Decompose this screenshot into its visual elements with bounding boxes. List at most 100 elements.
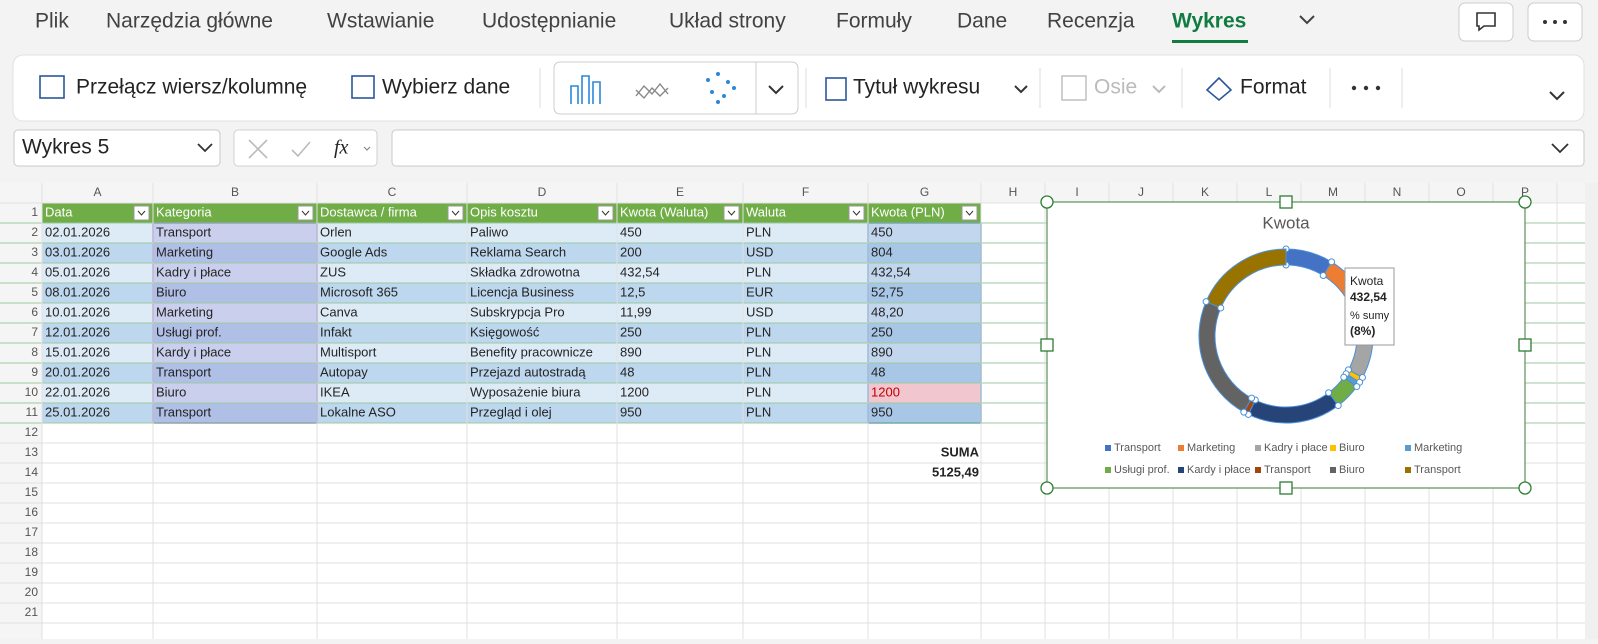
cell[interactable]: Usługi prof. [156, 324, 222, 339]
cell[interactable]: 48,20 [871, 304, 904, 319]
cell[interactable]: PLN [746, 384, 771, 399]
cell[interactable]: 804 [871, 244, 893, 259]
cell[interactable]: 11,99 [620, 304, 652, 319]
cell[interactable]: 950 [871, 404, 893, 419]
resize-handle[interactable] [1518, 338, 1532, 352]
fx-button[interactable]: fx [334, 137, 349, 159]
legend-label[interactable]: Biuro [1339, 464, 1365, 476]
chart-title-chevron[interactable] [1014, 85, 1028, 94]
cell[interactable]: 10.01.2026 [45, 304, 110, 319]
formula-bar[interactable] [391, 129, 1585, 167]
cell[interactable]: 48 [620, 364, 634, 379]
cell[interactable]: Marketing [156, 304, 213, 319]
cell[interactable]: PLN [746, 324, 771, 339]
cell[interactable]: Subskrypcja Pro [470, 304, 565, 319]
ribbon-button[interactable]: Przełącz wiersz/kolumnę [76, 76, 307, 99]
cell[interactable]: Składka zdrowotna [470, 264, 581, 279]
enter-button[interactable] [291, 141, 311, 158]
cell[interactable]: PLN [746, 344, 771, 359]
legend-label[interactable]: Biuro [1339, 442, 1365, 454]
legend-label[interactable]: Marketing [1187, 442, 1235, 454]
filter-button[interactable] [723, 205, 740, 221]
cell[interactable]: USD [746, 304, 773, 319]
cell[interactable]: 250 [871, 324, 893, 339]
legend-label[interactable]: Usługi prof. [1114, 464, 1170, 476]
cell[interactable]: 20.01.2026 [45, 364, 110, 379]
legend-label[interactable]: Transport [1114, 442, 1161, 454]
cell[interactable]: Benefity pracownicze [470, 344, 593, 359]
donut-segment[interactable] [1205, 248, 1287, 309]
cell[interactable]: Multisport [320, 344, 377, 359]
cell[interactable]: Reklama Search [470, 244, 566, 259]
cell[interactable]: Autopay [320, 364, 368, 379]
cell[interactable]: Google Ads [320, 244, 388, 259]
cell[interactable]: 22.01.2026 [45, 384, 110, 399]
cell[interactable]: Biuro [156, 384, 186, 399]
cell[interactable]: 950 [620, 404, 642, 419]
cell[interactable]: Microsoft 365 [320, 284, 398, 299]
legend-label[interactable]: Transport [1264, 464, 1311, 476]
cell[interactable]: Przejazd autostradą [470, 364, 586, 379]
menu-tab[interactable]: Formuły [836, 10, 912, 33]
cell[interactable]: EUR [746, 284, 773, 299]
cell[interactable]: 450 [871, 224, 893, 239]
cell[interactable]: 1200 [620, 384, 649, 399]
cell[interactable]: Lokalne ASO [320, 404, 396, 419]
resize-handle[interactable] [1040, 481, 1054, 495]
cell[interactable]: 25.01.2026 [45, 404, 110, 419]
resize-handle[interactable] [1040, 338, 1054, 352]
fx-chevron[interactable] [363, 146, 371, 151]
resize-handle[interactable] [1279, 195, 1293, 209]
resize-handle[interactable] [1518, 481, 1532, 495]
cell[interactable]: PLN [746, 364, 771, 379]
menu-tab[interactable]: Wstawianie [327, 10, 434, 33]
resize-handle[interactable] [1518, 195, 1532, 209]
cell[interactable]: Canva [320, 304, 358, 319]
filter-button[interactable] [961, 205, 978, 221]
cancel-button[interactable] [248, 139, 268, 159]
menu-tab[interactable]: Plik [35, 10, 69, 33]
cell[interactable]: 15.01.2026 [45, 344, 110, 359]
cell[interactable]: 250 [620, 324, 642, 339]
filter-button[interactable] [447, 205, 464, 221]
cell[interactable]: PLN [746, 264, 771, 279]
cell[interactable]: Transport [156, 364, 212, 379]
cell[interactable]: Marketing [156, 244, 213, 259]
cell[interactable]: Transport [156, 224, 212, 239]
legend-label[interactable]: Transport [1414, 464, 1461, 476]
cell[interactable]: PLN [746, 224, 771, 239]
ribbon-button[interactable]: Format [1240, 76, 1307, 99]
cell[interactable]: Biuro [156, 284, 186, 299]
cell[interactable]: ZUS [320, 264, 346, 279]
cell[interactable]: 48 [871, 364, 885, 379]
line-chart-button[interactable] [635, 82, 669, 100]
resize-handle[interactable] [1279, 481, 1293, 495]
cell[interactable]: 450 [620, 224, 642, 239]
legend-label[interactable]: Marketing [1414, 442, 1462, 454]
filter-button[interactable] [848, 205, 865, 221]
name-box-chevron[interactable] [197, 143, 213, 153]
cell[interactable]: Paliwo [470, 224, 508, 239]
cell[interactable]: Infakt [320, 324, 352, 339]
chart-type-more[interactable] [768, 85, 784, 95]
cell[interactable]: 432,54 [620, 264, 660, 279]
menu-tab[interactable]: Recenzja [1047, 10, 1135, 33]
filter-button[interactable] [133, 205, 150, 221]
cell[interactable]: Wyposażenie biura [470, 384, 581, 399]
cell[interactable]: 52,75 [871, 284, 904, 299]
ribbon-button[interactable]: Wybierz dane [382, 76, 510, 99]
cell[interactable]: Transport [156, 404, 212, 419]
menu-tab[interactable]: Dane [957, 10, 1007, 33]
cell[interactable]: 200 [620, 244, 642, 259]
column-chart-button[interactable] [570, 75, 601, 104]
cell[interactable]: 05.01.2026 [45, 264, 110, 279]
formula-expand[interactable] [1551, 143, 1569, 154]
menu-tab[interactable]: Udostępnianie [482, 10, 616, 33]
filter-button[interactable] [597, 205, 614, 221]
ribbon-button[interactable]: Tytuł wykresu [853, 76, 980, 99]
legend-label[interactable]: Kadry i płace [1264, 442, 1328, 454]
tabs-more[interactable] [1299, 15, 1315, 25]
menu-tab[interactable]: Narzędzia główne [106, 10, 273, 33]
cell[interactable]: 08.01.2026 [45, 284, 110, 299]
cell[interactable]: 12,5 [620, 284, 645, 299]
